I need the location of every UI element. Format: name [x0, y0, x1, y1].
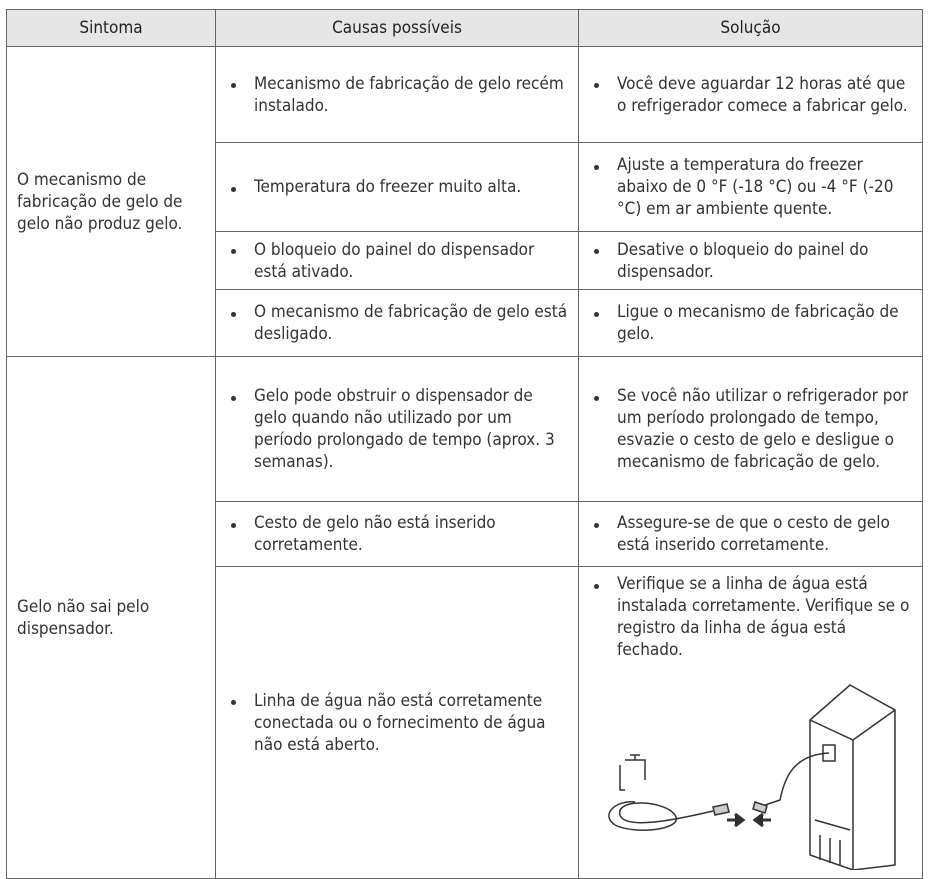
- list-cell: Gelo pode obstruir o dispensador de gelo…: [215, 356, 579, 502]
- table-row: Cesto de gelo não está inserido corretam…: [7, 501, 923, 567]
- cell-text: Verifique se a linha de água está instal…: [617, 574, 910, 660]
- cell-text: Temperatura do freezer muito alta.: [254, 177, 522, 197]
- troubleshooting-table: Sintoma Causas possíveis Solução O mecan…: [6, 9, 923, 879]
- header-cell: Solução: [578, 9, 923, 47]
- header-cell: Sintoma: [6, 9, 216, 47]
- cell-text: Gelo pode obstruir o dispensador de gelo…: [254, 386, 555, 472]
- bullet: [594, 522, 599, 528]
- bullet: [231, 83, 236, 88]
- bullet: [231, 522, 236, 528]
- header-row: Sintoma Causas possíveis Solução: [6, 9, 923, 47]
- cell-text: Mecanismo de fabricação de gelo recém in…: [254, 73, 564, 116]
- list-cell: Cesto de gelo não está inserido corretam…: [215, 501, 579, 567]
- bullet: [231, 700, 236, 705]
- table-header: Sintoma Causas possíveis Solução: [6, 9, 923, 47]
- list-cell: O bloqueio do painel do dispensador está…: [215, 231, 579, 290]
- bullet: [594, 83, 599, 88]
- cell-text: O bloqueio do painel do dispensador está…: [254, 239, 535, 282]
- list-cell: Assegure-se de que o cesto de gelo está …: [578, 501, 923, 567]
- bullet: [594, 249, 599, 254]
- list-cell: Ligue o mecanismo de fabricação de gelo.: [578, 289, 923, 357]
- list-cell: O mecanismo de fabricação de gelo está d…: [215, 289, 579, 357]
- list-cell: Linha de água não está corretamente cone…: [215, 566, 579, 879]
- bullet: [594, 311, 599, 317]
- cell-text: Ajuste a temperatura do freezer abaixo d…: [617, 155, 894, 219]
- cell-text: Assegure-se de que o cesto de gelo está …: [617, 513, 890, 555]
- symptom-cell: Gelo não sai pelo dispensador.: [6, 356, 216, 879]
- list-cell: Você deve aguardar 12 horas até que o re…: [578, 46, 923, 143]
- list-cell: Desative o bloqueio do painel do dispens…: [578, 231, 923, 290]
- cell-text: Você deve aguardar 12 horas até que o re…: [617, 73, 908, 116]
- bullet: [231, 395, 236, 401]
- list-cell: Ajuste a temperatura do freezer abaixo d…: [578, 142, 923, 232]
- table-row: Gelo não sai pelo dispensador. Gelo pode …: [6, 356, 923, 879]
- bullet: [594, 583, 599, 589]
- table-row: O mecanismo de fabricação de gelo está d…: [7, 289, 923, 357]
- cell-text: Cesto de gelo não está inserido corretam…: [254, 513, 496, 555]
- table-row: O bloqueio do painel do dispensador está…: [7, 231, 923, 290]
- cell-text: Desative o bloqueio do painel do dispens…: [617, 239, 869, 282]
- list-cell: Mecanismo de fabricação de gelo recém in…: [215, 46, 579, 143]
- list-cell: Temperatura do freezer muito alta.: [215, 142, 579, 232]
- cell-text: O mecanismo de fabricação de gelo está d…: [254, 302, 568, 344]
- table-row: Linha de água não está corretamente cone…: [7, 566, 923, 879]
- bullet: [594, 164, 599, 170]
- cell-text: Linha de água não está corretamente cone…: [254, 690, 546, 755]
- table-body: O mecanismo de fabricação de gelo de gel…: [6, 46, 923, 879]
- bullet: [594, 395, 599, 401]
- header-cell: Causas possíveis: [215, 9, 579, 47]
- list-cell: Se você não utilizar o refrigerador por …: [578, 356, 923, 502]
- table-row: O mecanismo de fabricação de gelo de gel…: [6, 46, 923, 357]
- cell-text: Se você não utilizar o refrigerador por …: [617, 386, 909, 472]
- bullet: [231, 311, 236, 317]
- table-row: Temperatura do freezer muito alta. Ajuste…: [7, 142, 923, 232]
- water-line-illustration: [608, 684, 896, 870]
- bullet: [231, 249, 236, 254]
- bullet: [231, 186, 236, 192]
- cell-text: Ligue o mecanismo de fabricação de gelo.: [617, 302, 899, 344]
- symptom-cell: O mecanismo de fabricação de gelo de gel…: [6, 46, 216, 357]
